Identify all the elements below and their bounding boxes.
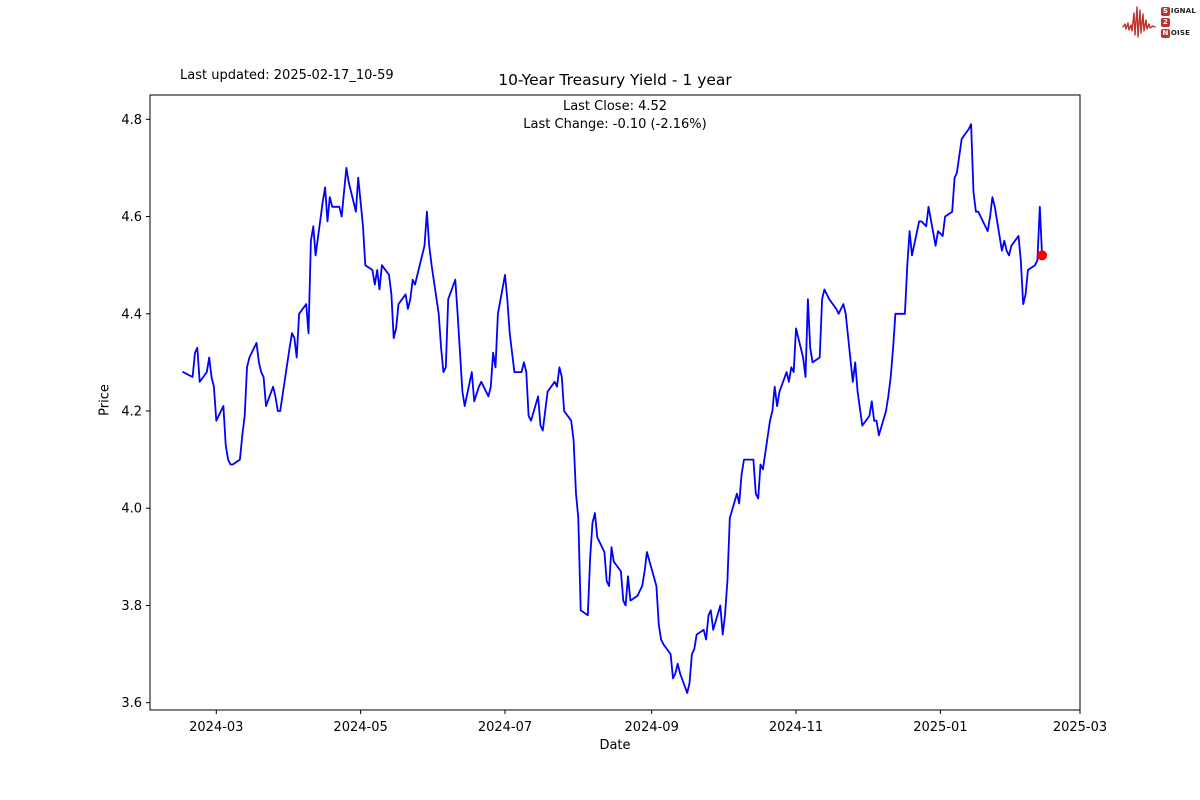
y-tick-label: 3.8 xyxy=(121,599,142,614)
plot-border xyxy=(149,94,1081,711)
logo-rest-oise: OISE xyxy=(1170,29,1191,37)
last-close-label: Last Close: 4.52 xyxy=(562,99,668,114)
x-tick-label: 2024-03 xyxy=(189,720,243,735)
y-tick-label: 4.0 xyxy=(121,502,142,517)
x-tick-label: 2025-01 xyxy=(913,720,967,735)
x-tick-label: 2025-03 xyxy=(1053,720,1107,735)
signal2noise-logo: S IGNAL 2 N OISE xyxy=(1122,4,1196,40)
logo-row-signal: S IGNAL xyxy=(1160,6,1196,16)
x-axis-label: Date xyxy=(599,738,631,753)
logo-row-noise: N OISE xyxy=(1160,28,1196,38)
waveform-icon xyxy=(1122,6,1156,38)
y-tick-label: 4.8 xyxy=(121,113,142,128)
x-tick-label: 2024-07 xyxy=(478,720,532,735)
x-tick-label: 2024-09 xyxy=(625,720,679,735)
x-tick-label: 2024-05 xyxy=(333,720,387,735)
y-tick-label: 4.6 xyxy=(121,210,142,225)
y-tick-label: 4.4 xyxy=(121,307,142,322)
logo-text: S IGNAL 2 N OISE xyxy=(1160,6,1196,38)
y-tick-label: 4.2 xyxy=(121,405,142,420)
logo-badge-s: S xyxy=(1160,6,1170,16)
x-tick-label: 2024-11 xyxy=(769,720,823,735)
y-tick-label: 3.6 xyxy=(121,696,142,711)
last-updated-label: Last updated: 2025-02-17_10-59 xyxy=(180,68,394,83)
logo-badge-n: N xyxy=(1160,28,1170,38)
logo-rest-ignal: IGNAL xyxy=(1170,7,1196,15)
logo-badge-2: 2 xyxy=(1160,17,1170,27)
last-close-marker xyxy=(1037,250,1048,261)
logo-row-2: 2 xyxy=(1160,17,1196,27)
chart-title: 10-Year Treasury Yield - 1 year xyxy=(498,71,732,89)
last-change-label: Last Change: -0.10 (-2.16%) xyxy=(523,117,707,132)
yield-line-series xyxy=(182,123,1043,694)
